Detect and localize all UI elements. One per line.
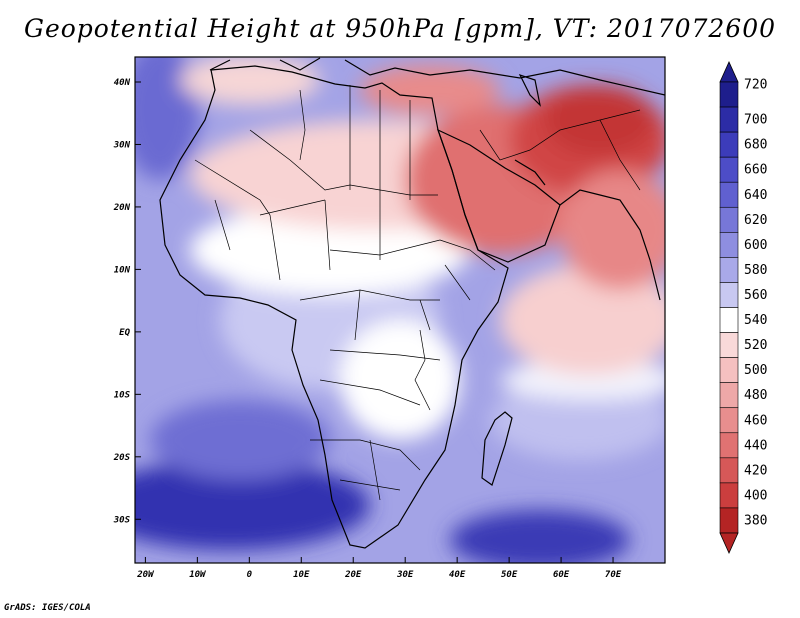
lat-label: 20N bbox=[113, 203, 131, 213]
arabian-peninsula bbox=[436, 128, 561, 263]
lat-label: 20S bbox=[113, 453, 131, 463]
lon-label: 70E bbox=[605, 570, 622, 580]
lon-label: 30E bbox=[396, 570, 414, 580]
colorbar-label: 540 bbox=[744, 313, 767, 328]
colorbar-label: 680 bbox=[744, 138, 767, 153]
colorbar-swatch bbox=[719, 307, 739, 333]
colorbar-label: 400 bbox=[744, 488, 767, 503]
lat-label: 30S bbox=[113, 515, 131, 525]
colorbar-swatch bbox=[719, 357, 739, 383]
colorbar-swatch bbox=[719, 257, 739, 283]
colorbar-label: 700 bbox=[744, 113, 767, 128]
colorbar-swatch bbox=[719, 282, 739, 308]
colorbar-swatch bbox=[719, 482, 739, 509]
lon-label: 20W bbox=[136, 570, 155, 580]
colorbar-label: 580 bbox=[744, 263, 767, 278]
colorbar-label: 720 bbox=[744, 78, 767, 93]
plot-frame bbox=[134, 56, 666, 564]
persian-gulf bbox=[514, 159, 546, 186]
asia-coast bbox=[559, 189, 661, 301]
colorbar-label: 520 bbox=[744, 338, 767, 353]
colorbar-swatch bbox=[719, 407, 739, 434]
colorbar-swatch bbox=[719, 507, 739, 534]
colorbar-swatch bbox=[719, 81, 739, 108]
madagascar bbox=[481, 411, 513, 486]
colorbar-label: 440 bbox=[744, 438, 767, 453]
colorbar-arrow-bottom bbox=[719, 532, 739, 554]
lat-label: 40N bbox=[114, 78, 131, 88]
lon-label: 50E bbox=[501, 570, 518, 580]
africa-coastline bbox=[159, 65, 509, 549]
colorbar: 720 700 680 660 640 620 600 580 560 540 520 500 480 4… bbox=[719, 61, 767, 554]
colorbar-label: 460 bbox=[744, 413, 767, 428]
colorbar-swatch bbox=[719, 156, 739, 183]
lon-label: 40E bbox=[449, 570, 466, 580]
lon-label: 0 bbox=[247, 570, 253, 580]
coastlines bbox=[159, 57, 665, 549]
geopotential-field bbox=[135, 57, 665, 563]
chart-title: Geopotential Height at 950hPa [gpm], VT:… bbox=[23, 14, 777, 43]
colorbar-swatch bbox=[719, 382, 739, 409]
lat-label: 10S bbox=[114, 390, 131, 400]
colorbar-swatch bbox=[719, 206, 739, 233]
longitude-axis: 20W 10W 0 10E 20E 30E 40E 50E 60E 70E bbox=[136, 557, 622, 580]
lon-label: 20E bbox=[344, 570, 362, 580]
colorbar-swatch bbox=[719, 131, 739, 158]
colorbar-label: 500 bbox=[744, 363, 767, 378]
lat-label: 30N bbox=[113, 140, 131, 150]
colorbar-swatch bbox=[719, 232, 739, 258]
colorbar-label: 380 bbox=[744, 513, 767, 528]
colorbar-label: 480 bbox=[744, 388, 767, 403]
colorbar-label: 420 bbox=[744, 463, 767, 478]
latitude-axis: 40N 30N 20N 10N EQ 10S 20S 30S bbox=[113, 78, 141, 525]
lon-label: 60E bbox=[553, 570, 570, 580]
colorbar-swatch bbox=[719, 332, 739, 358]
colorbar-swatch bbox=[719, 457, 739, 484]
grads-credit: GrADS: IGES/COLA bbox=[4, 603, 91, 613]
colorbar-swatch bbox=[719, 106, 739, 133]
colorbar-swatch bbox=[719, 432, 739, 459]
europe-coast bbox=[209, 57, 665, 96]
lon-label: 10W bbox=[189, 570, 207, 580]
colorbar-label: 600 bbox=[744, 238, 767, 253]
lon-label: 10E bbox=[293, 570, 310, 580]
colorbar-label: 620 bbox=[744, 213, 767, 228]
colorbar-arrow-top bbox=[719, 61, 739, 83]
colorbar-label: 660 bbox=[744, 163, 767, 178]
colorbar-swatch bbox=[719, 181, 739, 208]
caspian bbox=[518, 73, 541, 107]
country-borders bbox=[194, 85, 641, 501]
lat-label: 10N bbox=[114, 265, 131, 275]
colorbar-label: 560 bbox=[744, 288, 767, 303]
colorbar-label: 640 bbox=[744, 188, 767, 203]
lat-label: EQ bbox=[119, 328, 130, 338]
